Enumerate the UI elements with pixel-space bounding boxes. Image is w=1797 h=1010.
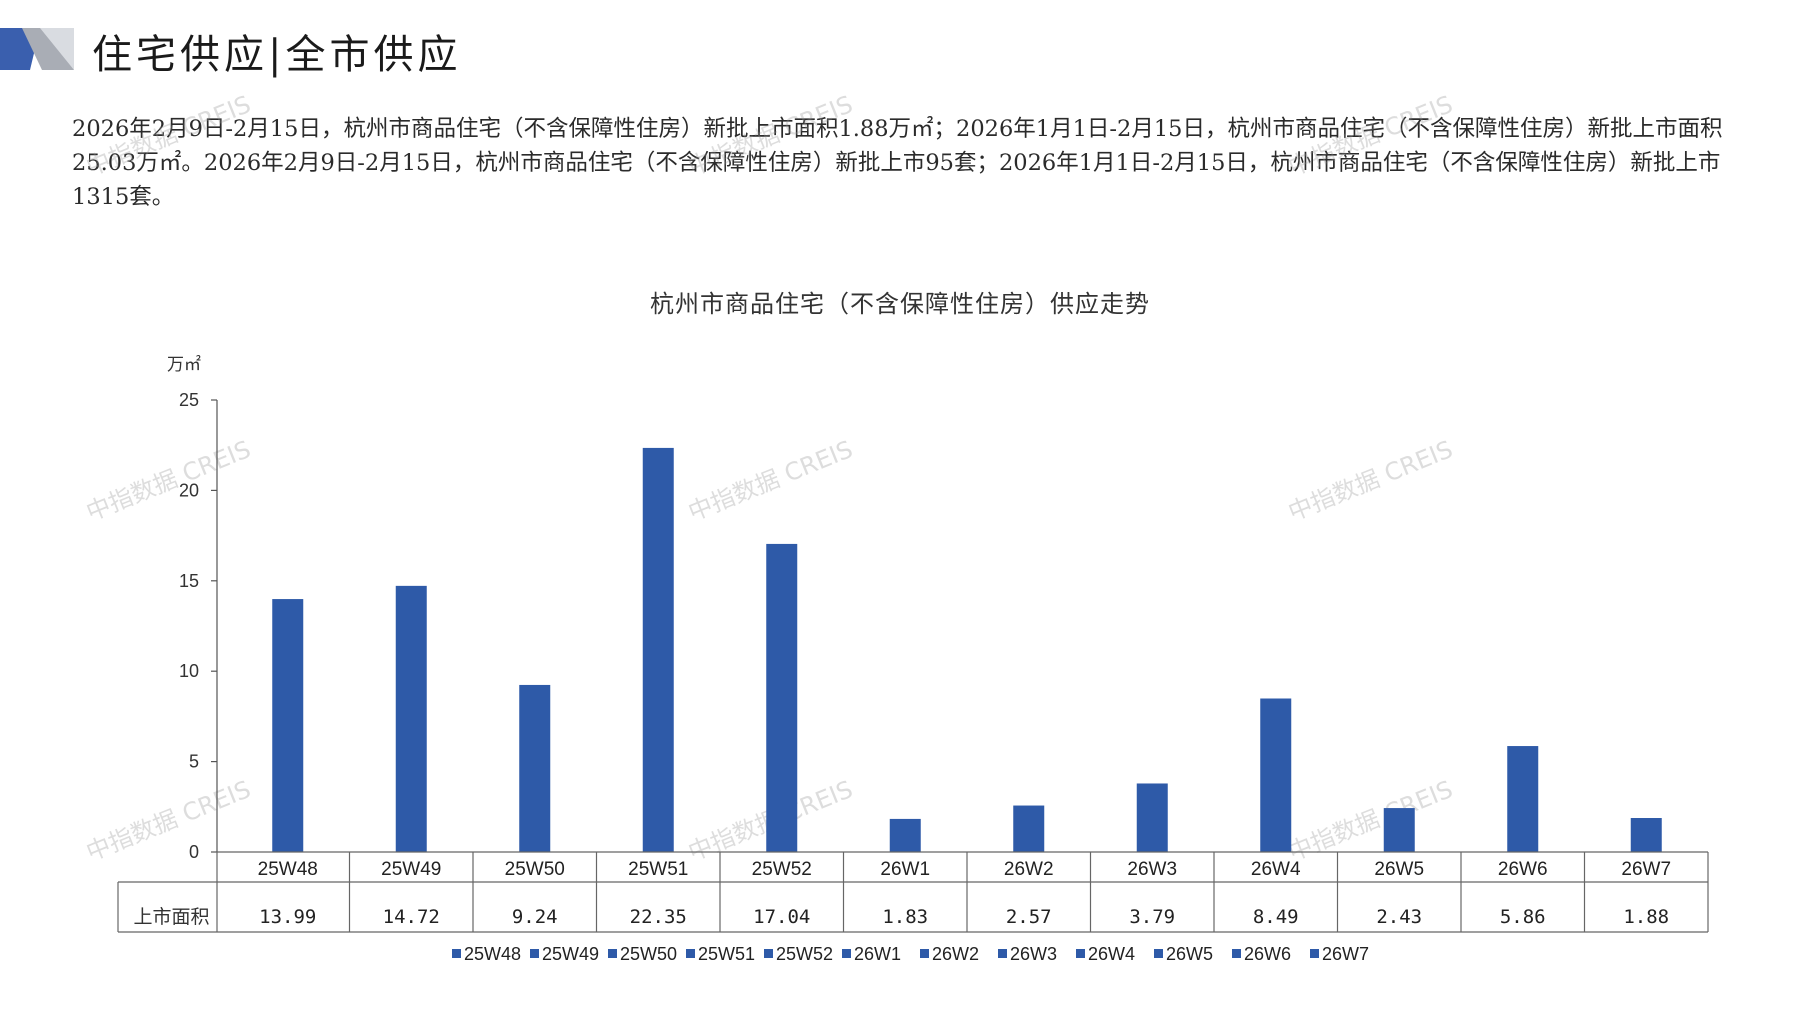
table-value: 22.35 xyxy=(630,906,687,928)
table-value: 5.86 xyxy=(1500,906,1546,928)
legend-label: 26W4 xyxy=(1088,944,1135,964)
bar-26W6 xyxy=(1507,746,1539,852)
bar-26W5 xyxy=(1383,808,1415,852)
x-category-label: 25W50 xyxy=(505,859,565,880)
legend-label: 25W51 xyxy=(698,944,755,964)
legend-swatch xyxy=(1076,949,1085,958)
legend-swatch xyxy=(842,949,851,958)
summary-text: 2026年2月9日-2月15日，杭州市商品住宅（不含保障性住房）新批上市面积1.… xyxy=(72,116,1723,210)
bar-26W3 xyxy=(1136,783,1168,852)
bar-26W1 xyxy=(889,818,921,852)
bar-25W48 xyxy=(272,599,304,852)
legend-swatch xyxy=(686,949,695,958)
legend-swatch xyxy=(920,949,929,958)
legend-swatch xyxy=(998,949,1007,958)
y-tick-label: 25 xyxy=(179,390,199,410)
bar-25W50 xyxy=(519,684,551,852)
x-category-label: 26W2 xyxy=(1004,859,1054,880)
supply-bar-chart: 杭州市商品住宅（不含保障性住房）供应走势 万㎡ 0 5 10 15 20 25 上市面积 2… xyxy=(117,290,1709,964)
legend-swatch xyxy=(608,949,617,958)
bar-25W51 xyxy=(642,447,674,852)
page-title: 住宅供应|全市供应 xyxy=(92,32,462,78)
bar-26W2 xyxy=(1013,805,1045,852)
logo-mark xyxy=(0,28,74,70)
x-category-label: 25W51 xyxy=(628,859,688,880)
y-tick-label: 15 xyxy=(179,571,199,591)
legend-label: 26W1 xyxy=(854,944,901,964)
table-value: 1.83 xyxy=(882,906,928,928)
table-value: 2.43 xyxy=(1376,906,1422,928)
table-value: 3.79 xyxy=(1129,906,1175,928)
bar-25W49 xyxy=(395,585,427,852)
y-axis: 0 5 10 15 20 25 xyxy=(179,390,218,862)
bar-26W4 xyxy=(1260,698,1292,852)
x-category-label: 25W49 xyxy=(381,859,441,880)
bars xyxy=(272,447,1662,852)
legend-label: 25W48 xyxy=(464,944,521,964)
x-category-label: 26W5 xyxy=(1374,859,1424,880)
legend-label: 25W52 xyxy=(776,944,833,964)
x-category-label: 25W48 xyxy=(258,859,318,880)
legend-label: 26W3 xyxy=(1010,944,1057,964)
bar-26W7 xyxy=(1630,818,1662,852)
table-value: 2.57 xyxy=(1006,906,1052,928)
x-category-label: 25W52 xyxy=(752,859,812,880)
legend: 25W48 25W49 25W50 25W51 25W52 26W1 26W2 26W3 26W… xyxy=(452,944,1369,964)
table-value: 13.99 xyxy=(259,906,316,928)
x-category-label: 26W6 xyxy=(1498,859,1548,880)
data-table: 上市面积 25W48 13.99 25W49 14.72 25W50 9.24 25W51 22… xyxy=(117,851,1709,933)
legend-label: 26W5 xyxy=(1166,944,1213,964)
y-tick-label: 5 xyxy=(189,752,199,772)
legend-label: 25W50 xyxy=(620,944,677,964)
legend-swatch xyxy=(452,949,461,958)
legend-swatch xyxy=(1154,949,1163,958)
legend-label: 26W6 xyxy=(1244,944,1291,964)
legend-swatch xyxy=(530,949,539,958)
bar-25W52 xyxy=(766,543,798,852)
y-tick-label: 0 xyxy=(189,842,199,862)
legend-label: 25W49 xyxy=(542,944,599,964)
table-row-label: 上市面积 xyxy=(133,906,209,928)
y-axis-unit: 万㎡ xyxy=(167,355,201,375)
legend-swatch xyxy=(1310,949,1319,958)
y-tick-label: 10 xyxy=(179,661,199,681)
legend-label: 26W2 xyxy=(932,944,979,964)
chart-title: 杭州市商品住宅（不含保障性住房）供应走势 xyxy=(650,290,1150,318)
y-tick-label: 20 xyxy=(179,480,199,500)
table-value: 14.72 xyxy=(383,906,440,928)
legend-label: 26W7 xyxy=(1322,944,1369,964)
x-category-label: 26W1 xyxy=(880,859,930,880)
table-value: 17.04 xyxy=(753,906,810,928)
legend-swatch xyxy=(764,949,773,958)
x-category-label: 26W4 xyxy=(1251,859,1301,880)
table-value: 8.49 xyxy=(1253,906,1299,928)
x-category-label: 26W7 xyxy=(1621,859,1671,880)
x-category-label: 26W3 xyxy=(1127,859,1177,880)
legend-swatch xyxy=(1232,949,1241,958)
table-value: 1.88 xyxy=(1623,906,1669,928)
table-value: 9.24 xyxy=(512,906,558,928)
